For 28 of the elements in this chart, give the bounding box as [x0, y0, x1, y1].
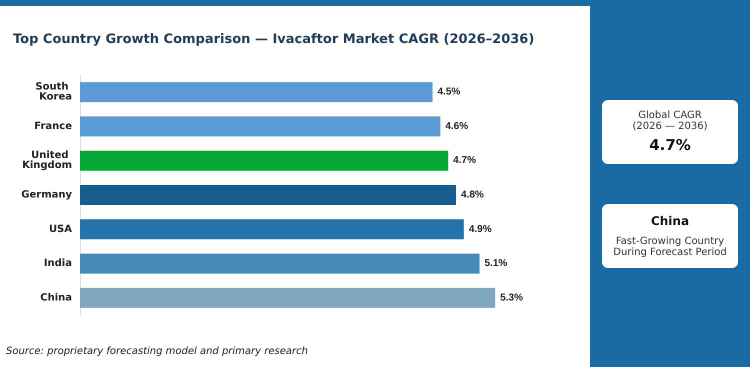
data-label: 4.7%: [453, 155, 476, 166]
bar: [80, 288, 496, 308]
text: (2026 — 2036): [631, 121, 709, 132]
bar: [80, 185, 456, 205]
text: China: [650, 214, 690, 228]
text: 4.7%: [648, 136, 692, 154]
y-tick-label: South Korea: [35, 82, 72, 103]
y-tick-label: USA: [48, 224, 72, 235]
data-label: 5.3%: [500, 292, 524, 304]
y-tick-label: India: [44, 258, 72, 270]
text: Global CAGR: [637, 110, 703, 121]
data-label: 4.8%: [461, 190, 484, 200]
bar: [80, 219, 464, 240]
bar: [80, 116, 440, 136]
chart-title: Top Country Growth Comparison — Ivacaftor Market CAGR (2026–2036): [13, 32, 534, 47]
bar: [80, 254, 480, 274]
bar: [80, 150, 448, 171]
y-tick-label: Germany: [21, 190, 72, 200]
y-tick-label: United Kingdom: [22, 150, 72, 172]
text: Fast-Growing Country During Forecast Period: [612, 236, 728, 258]
y-tick-label: China: [40, 292, 72, 304]
source-note: Source: proprietary forecasting model and primary research: [6, 346, 308, 357]
bar: [80, 82, 432, 102]
data-label: 5.1%: [484, 258, 508, 270]
data-label: 4.9%: [468, 224, 492, 235]
y-tick-label: France: [34, 120, 72, 132]
data-label: 4.5%: [438, 86, 460, 98]
data-label: 4.6%: [445, 120, 468, 132]
